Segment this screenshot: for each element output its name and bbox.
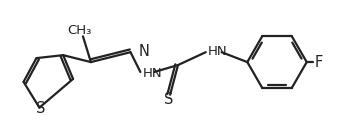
Text: CH₃: CH₃ [67,24,91,37]
Text: HN: HN [208,45,227,58]
Text: S: S [36,101,45,116]
Text: S: S [164,92,174,107]
Text: HN: HN [142,67,162,80]
Text: N: N [139,44,149,59]
Text: F: F [315,55,323,70]
